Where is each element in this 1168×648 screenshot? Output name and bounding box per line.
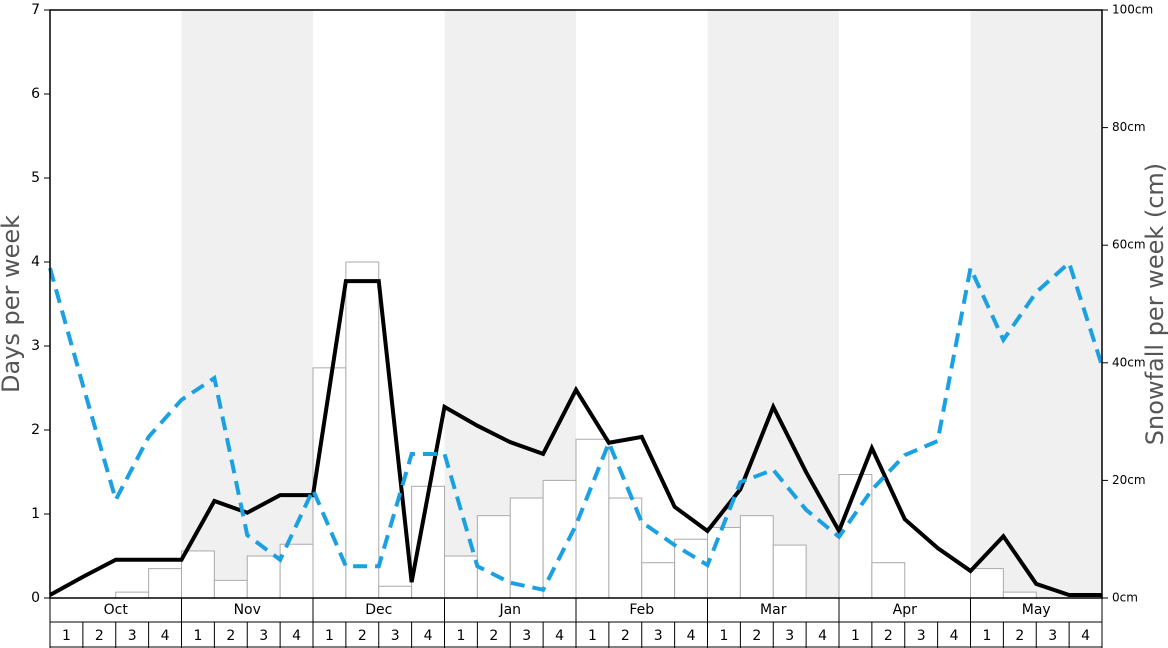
week-label: 3	[917, 628, 926, 644]
y2-tick-label: 100cm	[1112, 3, 1153, 17]
week-label: 4	[424, 628, 433, 644]
bar	[674, 538, 708, 599]
line-series	[49, 279, 1102, 598]
week-label: 2	[489, 628, 498, 644]
month-label: Nov	[234, 602, 261, 618]
bar	[345, 261, 380, 599]
week-label: 2	[884, 628, 893, 644]
bar	[115, 591, 150, 599]
week-label: 3	[785, 628, 794, 644]
month-shade	[970, 10, 1102, 598]
week-label: 4	[950, 628, 959, 644]
week-label: 3	[522, 628, 531, 644]
week-label: 1	[719, 628, 728, 644]
y-tick-label: 2	[31, 422, 40, 438]
y-tick-label: 5	[31, 170, 40, 186]
week-label: 1	[62, 628, 71, 644]
month-label: Dec	[365, 602, 392, 618]
bar	[246, 555, 281, 599]
bar	[1002, 591, 1037, 599]
y-tick-label: 6	[31, 86, 40, 102]
week-label: 4	[818, 628, 827, 644]
bar	[378, 585, 413, 599]
bar	[213, 579, 248, 599]
week-label: 1	[325, 628, 334, 644]
month-label: Mar	[760, 602, 787, 618]
y-tick-label: 1	[31, 506, 40, 522]
week-label: 4	[292, 628, 301, 644]
month-label: Apr	[893, 602, 917, 618]
bar	[181, 550, 215, 599]
y-tick-label: 7	[31, 2, 40, 18]
bar	[772, 544, 807, 599]
week-label: 1	[588, 628, 597, 644]
y2-tick-label: 0cm	[1112, 591, 1138, 605]
y-axis-title: Days per week	[0, 215, 25, 393]
bar	[148, 568, 182, 599]
week-label: 1	[982, 628, 991, 644]
week-label: 4	[687, 628, 696, 644]
y-tick-label: 4	[31, 254, 40, 270]
y2-tick-label: 20cm	[1112, 473, 1146, 487]
week-label: 2	[621, 628, 630, 644]
bar	[476, 515, 511, 599]
month-shade	[181, 10, 313, 598]
month-label: Oct	[104, 602, 129, 618]
y-tick-label: 0	[31, 590, 40, 606]
month-label: Feb	[629, 602, 654, 618]
y2-tick-label: 80cm	[1112, 120, 1146, 134]
week-label: 3	[259, 628, 268, 644]
week-label: 4	[1081, 628, 1090, 644]
bar	[575, 438, 610, 599]
bar	[641, 562, 676, 599]
bar	[970, 568, 1004, 599]
y-tick-label: 3	[31, 338, 40, 354]
y2-tick-label: 60cm	[1112, 238, 1146, 252]
bar	[444, 555, 478, 599]
month-label: May	[1022, 602, 1051, 618]
week-label: 2	[226, 628, 235, 644]
week-label: 2	[95, 628, 104, 644]
week-label: 3	[391, 628, 400, 644]
month-label: Jan	[498, 602, 521, 618]
week-label: 3	[1048, 628, 1057, 644]
y2-axis-title: Snowfall per week (cm)	[1141, 163, 1168, 445]
week-label: 4	[161, 628, 170, 644]
week-label: 2	[752, 628, 761, 644]
bar	[739, 515, 774, 599]
month-shade	[707, 10, 839, 598]
week-label: 1	[193, 628, 202, 644]
week-label: 1	[456, 628, 465, 644]
week-label: 4	[555, 628, 564, 644]
y2-tick-label: 40cm	[1112, 355, 1146, 369]
week-label: 3	[654, 628, 663, 644]
bar	[509, 497, 544, 599]
bar	[871, 562, 906, 599]
week-label: 2	[358, 628, 367, 644]
bar	[312, 367, 347, 599]
bar	[279, 543, 314, 599]
bar	[707, 526, 741, 599]
week-label: 1	[851, 628, 860, 644]
week-label: 2	[1015, 628, 1024, 644]
week-label: 3	[128, 628, 137, 644]
line-series	[48, 259, 1104, 593]
